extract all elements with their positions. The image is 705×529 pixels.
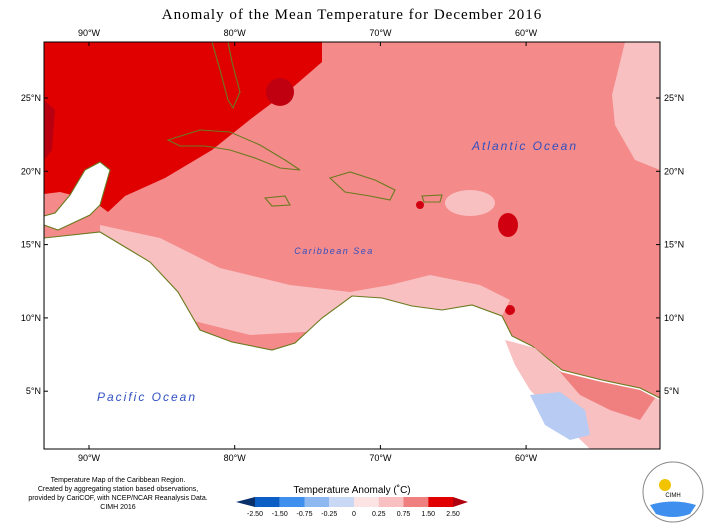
latitude-label: 10°N [664, 313, 684, 323]
footer-line: provided by CariCOF, with NCEP/NCAR Rean… [28, 495, 207, 502]
title: Anomaly of the Mean Temperature for Dece… [162, 7, 542, 23]
colorbar-tick-label: -2.50 [247, 511, 263, 518]
longitude-label: 80°W [224, 453, 247, 463]
map [44, 42, 660, 449]
latitude-label: 15°N [664, 240, 684, 250]
longitude-label: 70°W [369, 453, 392, 463]
ocean-label: Atlantic Ocean [471, 139, 578, 153]
colorbar-arrow [236, 497, 255, 507]
colorbar-segment [255, 497, 280, 507]
map-frame [43, 41, 661, 450]
colorbar-tick-label: 2.50 [446, 511, 460, 518]
logo-text: CIMH [665, 493, 680, 499]
hot-region [416, 201, 424, 209]
footer: Temperature Map of the Caribbean Region.… [28, 477, 207, 511]
longitude-label: 60°W [515, 453, 538, 463]
land [44, 231, 660, 449]
latitude-label: 10°N [21, 313, 41, 323]
colorbar-tick-label: -0.75 [297, 511, 313, 518]
footer-line: Created by aggregating station based obs… [38, 486, 198, 493]
latitude-label: 25°N [664, 93, 684, 103]
logo-wave [650, 501, 696, 517]
coastline [166, 129, 301, 171]
longitude-label: 60°W [515, 28, 538, 38]
colorbar-segment [304, 497, 330, 507]
hot-region [498, 213, 518, 237]
footer-line: Temperature Map of the Caribbean Region. [51, 477, 186, 484]
ocean-label: Caribbean Sea [294, 246, 374, 256]
colorbar-tick-label: -1.50 [272, 511, 288, 518]
latitude-label: 25°N [21, 93, 41, 103]
warm-region [44, 42, 322, 212]
colorbar-segment [378, 497, 404, 507]
coastline [263, 195, 291, 207]
hot-region [505, 305, 515, 315]
sea-anomaly [560, 372, 655, 420]
colorbar-segment [403, 497, 429, 507]
longitude-label: 70°W [369, 28, 392, 38]
coastline [211, 42, 241, 110]
colorbar-segment [428, 497, 453, 507]
mild-region [445, 190, 495, 216]
latitude-label: 20°N [21, 166, 41, 176]
longitude-label: 80°W [224, 28, 247, 38]
coastline [328, 171, 396, 201]
longitude-label: 90°W [78, 28, 101, 38]
land [44, 161, 111, 231]
latitude-label: 5°N [26, 386, 41, 396]
colorbar-segment [279, 497, 305, 507]
colorbar-tick-label: 0.25 [372, 511, 386, 518]
colorbar-tick-label: 1.50 [421, 511, 435, 518]
cool-region [530, 392, 590, 440]
logo-sun [659, 479, 671, 491]
coastline [421, 194, 443, 203]
hot-region [266, 78, 294, 106]
longitude-label: 90°W [78, 453, 101, 463]
latitude-label: 5°N [664, 386, 679, 396]
legend-title: Temperature Anomaly (˚C) [293, 484, 410, 496]
colorbar-tick-label: 0 [352, 511, 356, 518]
latitude-label: 15°N [21, 240, 41, 250]
ocean-label: Pacific Ocean [97, 390, 197, 404]
colorbar-segment [354, 497, 379, 507]
footer-line: CIMH 2016 [100, 504, 136, 511]
colorbar-tick-label: 0.75 [397, 511, 411, 518]
latitude-label: 20°N [664, 166, 684, 176]
colorbar-segment [329, 497, 354, 507]
colorbar-arrow [453, 497, 468, 507]
hot-region [44, 100, 55, 160]
colorbar-tick-label: -0.25 [321, 511, 337, 518]
mild-region [612, 42, 660, 170]
